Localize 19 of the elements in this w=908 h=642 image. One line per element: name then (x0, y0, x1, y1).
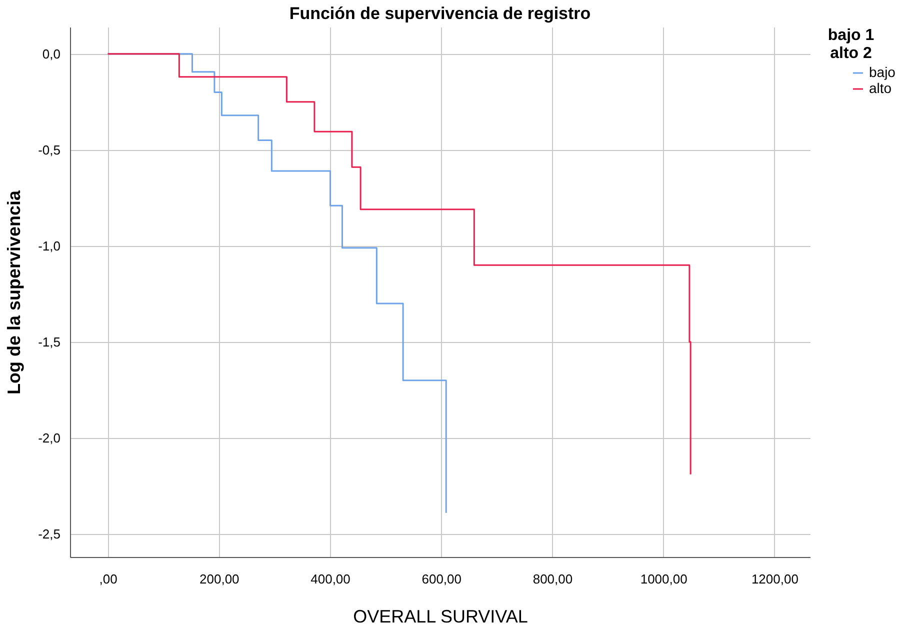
x-tick-label: 1000,00 (640, 572, 688, 586)
y-tick-label: -2,0 (38, 430, 60, 446)
x-tick-label: 200,00 (200, 572, 240, 586)
y-axis-title: Log de la supervivencia (4, 189, 24, 395)
y-tick-label: -2,5 (38, 526, 60, 542)
x-axis-title: OVERALL SURVIVAL (353, 606, 528, 626)
y-tick-label: -0,5 (38, 142, 60, 158)
legend-title: bajo 1 alto 2 (828, 27, 874, 62)
x-tick-label: 800,00 (532, 572, 573, 586)
chart-title: Función de supervivencia de registro (289, 4, 591, 23)
legend-label: alto (869, 80, 892, 96)
x-tick-label: 400,00 (310, 572, 350, 586)
y-tick-label: 0,0 (42, 46, 60, 62)
x-tick-label: 1200,00 (751, 572, 798, 586)
y-tick-label: -1,5 (38, 334, 60, 350)
legend-label: bajo (869, 64, 896, 80)
x-tick-label: 600,00 (422, 572, 462, 586)
y-tick-label: -1,0 (38, 238, 60, 254)
x-tick-label: ,00 (99, 572, 118, 586)
